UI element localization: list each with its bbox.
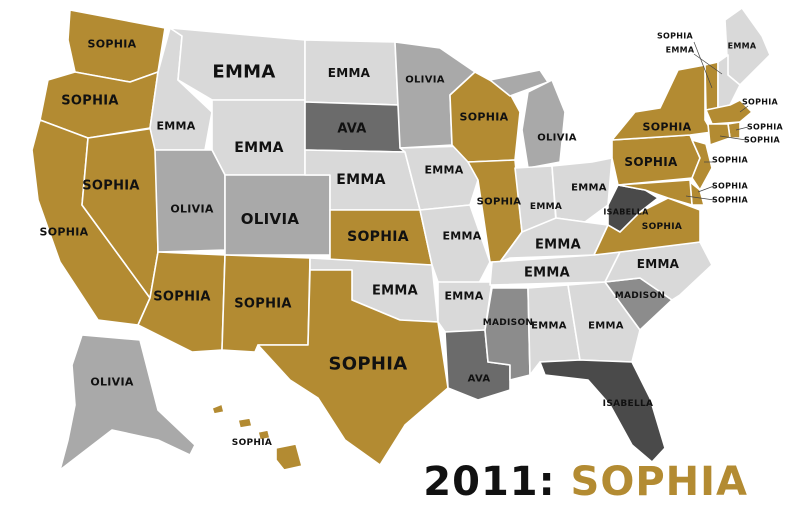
label-new-york: SOPHIA (643, 121, 692, 134)
label-ohio: EMMA (571, 183, 607, 194)
label-idaho: EMMA (156, 120, 195, 133)
label-north-dakota: EMMA (328, 66, 371, 80)
label-georgia: EMMA (588, 321, 624, 332)
label-oregon: SOPHIA (61, 94, 119, 109)
label-nevada: SOPHIA (82, 179, 140, 194)
label-louisiana: AVA (468, 374, 491, 385)
map-title: 2011: SOPHIA (423, 462, 748, 502)
label-alabama: EMMA (531, 321, 567, 332)
label-washington: SOPHIA (88, 38, 137, 51)
label-indiana: EMMA (530, 202, 562, 212)
state-wisconsin (449, 71, 521, 163)
label-rhode-island: SOPHIA (747, 123, 784, 132)
label-alaska: OLIVIA (90, 376, 134, 389)
label-west-virginia: ISABELLA (603, 208, 649, 217)
state-connecticut (707, 123, 731, 146)
label-iowa: EMMA (424, 164, 463, 177)
label-california: SOPHIA (40, 226, 89, 239)
state-maryland (617, 179, 693, 206)
state-alaska (59, 334, 196, 471)
label-connecticut: SOPHIA (744, 136, 781, 145)
label-south-carolina: MADISON (615, 291, 666, 301)
label-arkansas: EMMA (444, 290, 483, 303)
label-new-hampshire: EMMA (666, 46, 695, 55)
label-missouri: EMMA (442, 230, 481, 243)
label-oklahoma: EMMA (372, 284, 418, 299)
leader-lines (685, 41, 749, 201)
label-virginia: SOPHIA (642, 222, 682, 232)
title-year: 2011: (423, 459, 556, 505)
state-michigan (489, 69, 566, 169)
label-wisconsin: SOPHIA (460, 111, 509, 124)
label-texas: SOPHIA (329, 354, 408, 375)
state-hawaii (211, 403, 303, 471)
label-utah: OLIVIA (170, 203, 214, 216)
label-minnesota: OLIVIA (405, 75, 445, 86)
label-michigan: OLIVIA (537, 133, 577, 144)
label-north-carolina: EMMA (637, 257, 680, 271)
label-mississippi: MADISON (483, 318, 534, 328)
label-florida: ISABELLA (603, 399, 654, 409)
state-shapes (31, 7, 771, 471)
label-arizona: SOPHIA (153, 290, 211, 305)
label-pennsylvania: SOPHIA (624, 155, 678, 169)
label-massachusetts: SOPHIA (742, 98, 779, 107)
label-colorado: OLIVIA (241, 210, 300, 228)
label-new-mexico: SOPHIA (234, 297, 292, 312)
label-vermont: SOPHIA (657, 32, 694, 41)
label-maryland: SOPHIA (712, 196, 749, 205)
label-south-dakota: AVA (337, 122, 366, 137)
label-maine: EMMA (728, 42, 757, 51)
state-wyoming (211, 99, 306, 176)
label-kentucky: EMMA (535, 238, 581, 253)
label-illinois: SOPHIA (477, 197, 522, 208)
label-delaware: SOPHIA (712, 182, 749, 191)
state-texas (257, 269, 449, 466)
state-labels: SOPHIA SOPHIA SOPHIA SOPHIA EMMA EMMA EM… (40, 32, 784, 449)
state-georgia (567, 281, 641, 363)
label-montana: EMMA (212, 62, 275, 83)
label-nebraska: EMMA (336, 172, 385, 188)
label-hawaii: SOPHIA (232, 438, 272, 448)
title-name: SOPHIA (570, 459, 748, 505)
label-tennessee: EMMA (524, 266, 570, 281)
state-florida (539, 359, 666, 463)
state-utah (154, 149, 226, 253)
label-new-jersey: SOPHIA (712, 156, 749, 165)
label-wyoming: EMMA (234, 140, 283, 156)
label-kansas: SOPHIA (347, 229, 409, 245)
